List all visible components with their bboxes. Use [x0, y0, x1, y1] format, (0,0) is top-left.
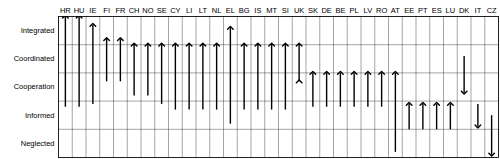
svg-text:SE: SE	[157, 6, 167, 15]
svg-text:CY: CY	[170, 6, 180, 15]
svg-text:HU: HU	[74, 6, 85, 15]
svg-text:AT: AT	[391, 6, 400, 15]
svg-text:NO: NO	[142, 6, 153, 15]
svg-text:RO: RO	[376, 6, 387, 15]
svg-text:PT: PT	[418, 6, 428, 15]
svg-text:Coordinated: Coordinated	[14, 54, 55, 63]
svg-text:BG: BG	[239, 6, 250, 15]
svg-text:IT: IT	[475, 6, 482, 15]
svg-text:IE: IE	[89, 6, 96, 15]
svg-text:Neglected: Neglected	[21, 139, 55, 148]
svg-text:HR: HR	[60, 6, 71, 15]
svg-text:LV: LV	[364, 6, 373, 15]
svg-text:DE: DE	[321, 6, 331, 15]
svg-text:CZ: CZ	[487, 6, 497, 15]
svg-text:CH: CH	[129, 6, 140, 15]
svg-text:LI: LI	[186, 6, 192, 15]
svg-text:NL: NL	[212, 6, 222, 15]
svg-text:BE: BE	[335, 6, 345, 15]
svg-text:SK: SK	[308, 6, 318, 15]
svg-text:EE: EE	[404, 6, 414, 15]
svg-text:SI: SI	[282, 6, 289, 15]
svg-text:ES: ES	[432, 6, 442, 15]
svg-text:Integrated: Integrated	[21, 26, 55, 35]
svg-text:EL: EL	[226, 6, 235, 15]
svg-text:IS: IS	[254, 6, 261, 15]
svg-text:FR: FR	[115, 6, 126, 15]
svg-text:LT: LT	[199, 6, 208, 15]
svg-text:Informed: Informed	[25, 111, 55, 120]
svg-text:UK: UK	[294, 6, 304, 15]
svg-text:PL: PL	[350, 6, 359, 15]
svg-text:LU: LU	[446, 6, 456, 15]
svg-text:FI: FI	[103, 6, 110, 15]
svg-text:Cooperation: Cooperation	[14, 82, 55, 91]
svg-text:MT: MT	[266, 6, 277, 15]
svg-text:DK: DK	[459, 6, 469, 15]
